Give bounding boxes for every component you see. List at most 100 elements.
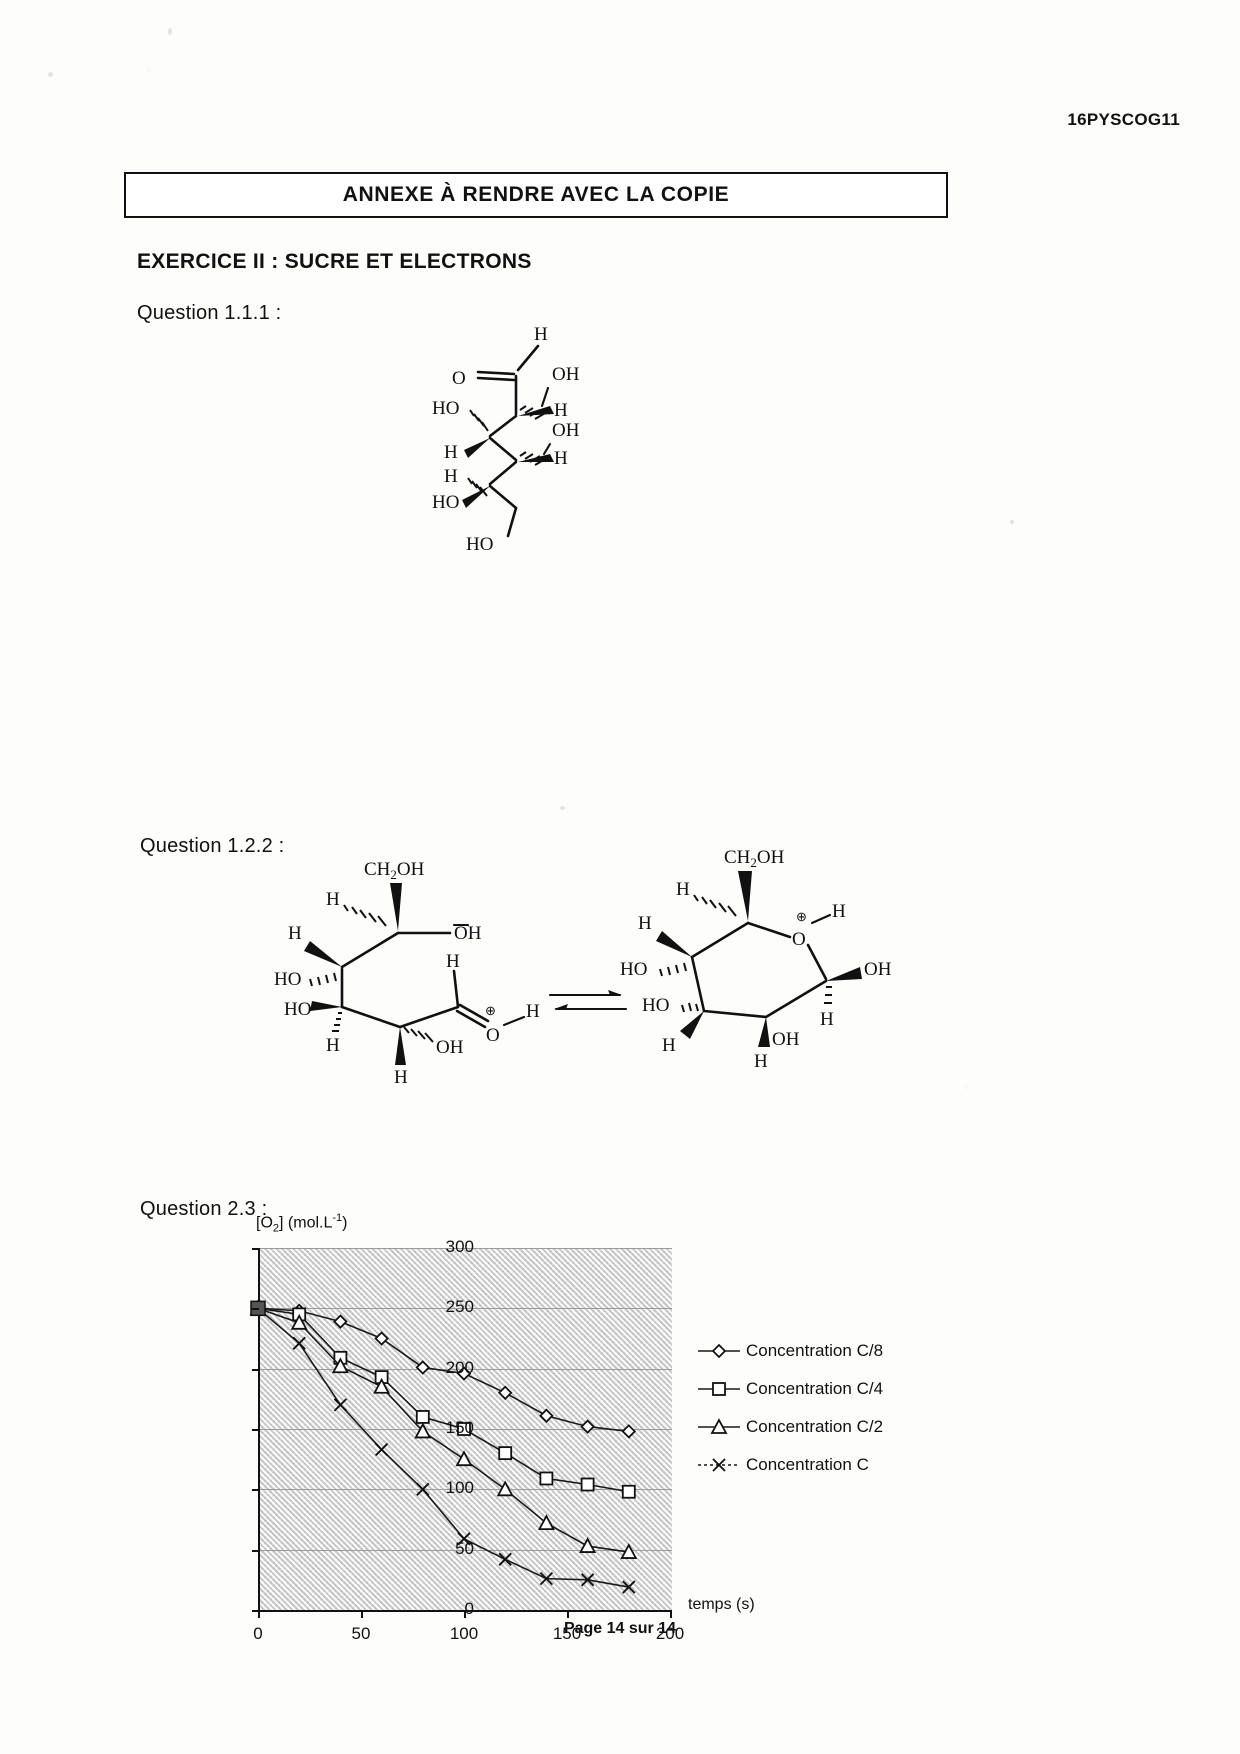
legend-label: Concentration C/2 [746, 1417, 884, 1436]
question-label-2-3: Question 2.3 : [140, 1198, 268, 1220]
wedge-bond-h-r3 [680, 1011, 704, 1039]
exercise-title: EXERCICE II : SUCRE ET ELECTRONS [137, 250, 532, 273]
atom-label-h-3: H [554, 448, 568, 469]
molecule-pyranose-ring-protonated: CH2OH H O ⊕ H H HO [620, 845, 900, 1085]
charge-plus-ring-icon: ⊕ [796, 909, 807, 924]
atom-label-ho-1: HO [432, 398, 459, 419]
hash-bond-h-r5 [824, 986, 832, 1004]
wedge-bond-oh-r2 [826, 967, 862, 981]
oxygen-concentration-chart: [O2] (mol.L-1) temps (s) Concentration C… [196, 1212, 956, 1660]
wedge-bond-h-b [304, 941, 342, 967]
atom-label-oh-r2: OH [864, 959, 892, 980]
scan-speck [560, 806, 565, 810]
chart-x-tick-label: 200 [655, 1624, 685, 1643]
wedge-bond-h-d [395, 1027, 406, 1065]
chart-x-tick-mark [567, 1610, 569, 1618]
wedge-bond-ho-2 [462, 486, 490, 508]
atom-label-h-d: H [394, 1067, 408, 1088]
wedge-bond-h-3 [518, 454, 554, 462]
legend-item[interactable]: Concentration C/4 [696, 1370, 966, 1408]
chart-y-tick-mark [252, 1549, 259, 1552]
chart-y-tick-mark [252, 1610, 259, 1612]
molecule-open-chain-protonated: CH2OH H OH H HO [274, 855, 540, 1088]
legend-item[interactable]: Concentration C/8 [696, 1332, 966, 1370]
chart-x-tick-label: 0 [253, 1624, 263, 1643]
chart-x-tick-mark [464, 1610, 466, 1618]
atom-label-h-2: H [444, 442, 458, 463]
wedge-bond-ch2oh [390, 883, 402, 931]
legend-marker-diamond-icon [696, 1339, 742, 1363]
atom-label-h-oplus-r: H [832, 901, 846, 922]
chart-y-tick-mark [252, 1368, 259, 1371]
atom-label-ho-2: HO [432, 492, 459, 513]
chart-x-tick-mark [361, 1610, 363, 1618]
atom-label-ho-b: HO [284, 999, 311, 1020]
page-footer: Page 14 sur 14 [563, 1620, 677, 1637]
legend-item[interactable]: Concentration C [696, 1446, 966, 1484]
chart-x-tick-label: 50 [351, 1624, 371, 1643]
document-code: 16PYSCOG11 [1067, 110, 1180, 129]
legend-label: Concentration C/4 [746, 1379, 884, 1398]
chart-y-tick-mark [252, 1248, 259, 1250]
chart-x-tick-mark [258, 1610, 260, 1618]
scan-speck [168, 28, 172, 35]
hash-bond-h-4 [467, 477, 488, 497]
atom-label-h-r5: H [820, 1009, 834, 1030]
annexe-banner: ANNEXE À RENDRE AVEC LA COPIE [124, 172, 948, 218]
atom-label-oh-r1: OH [772, 1029, 800, 1050]
y-title-sub: 2 [272, 1222, 280, 1235]
chart-y-tick-mark [252, 1429, 259, 1431]
chart-y-tick-label: 0 [464, 1599, 474, 1618]
chart-y-axis-title: [O2] (mol.L-1) [256, 1212, 347, 1235]
atom-label-h-ald: H [446, 951, 460, 972]
atom-label-h: H [534, 324, 548, 345]
y-title-part1: [O [256, 1214, 273, 1232]
chart-x-axis-title: temps (s) [688, 1596, 755, 1613]
chart-x-tick-label: 150 [552, 1624, 582, 1643]
atom-label-oh-1: OH [552, 364, 580, 385]
molecule-fischer-projection: H O OH H HO [430, 318, 660, 568]
atom-label-h-r1: H [676, 879, 690, 900]
wedge-bond-h-r4 [758, 1017, 770, 1047]
wedge-bond-h-2 [464, 438, 490, 458]
y-title-sup: -1 [332, 1212, 343, 1224]
chart-y-tick-label: 200 [445, 1357, 474, 1377]
charge-plus-icon: ⊕ [485, 1003, 496, 1018]
hash-bond-ho-1 [469, 409, 489, 432]
chart-y-tick-label: 250 [445, 1297, 474, 1317]
legend-item[interactable]: Concentration C/2 [696, 1408, 966, 1446]
hash-bond-oh-b [403, 1026, 434, 1043]
legend-label: Concentration C [746, 1455, 869, 1474]
atom-label-h-oplus: H [526, 1001, 540, 1022]
legend-marker-triangle-icon [696, 1415, 742, 1439]
y-title-part2: ] (mol.L [279, 1214, 333, 1232]
legend-marker-cross-icon [696, 1453, 742, 1477]
atom-label-h-c: H [326, 1035, 340, 1056]
atom-label-ho-r2: HO [642, 995, 669, 1016]
legend-label: Concentration C/8 [746, 1341, 884, 1360]
atom-label-ring-oxygen: O [792, 929, 806, 950]
wedge-bond-h-r2 [656, 931, 692, 957]
chart-y-tick-label: 100 [445, 1478, 474, 1498]
atom-label-ch2oh-r: CH2OH [724, 847, 785, 870]
y-title-part3: ) [342, 1214, 348, 1232]
atom-label-h-b: H [288, 923, 302, 944]
chart-y-tick-mark [252, 1308, 259, 1311]
equilibrium-arrows-icon [548, 985, 628, 1025]
legend-marker-square-icon [696, 1377, 742, 1401]
atom-label-h-1: H [554, 400, 568, 421]
chart-y-tick-mark [252, 1489, 259, 1492]
hash-bond-h-a [343, 904, 387, 927]
hash-bond-ho-r2 [681, 1002, 699, 1013]
scan-speck [48, 72, 53, 77]
question-label-1-2-2: Question 1.2.2 : [140, 835, 285, 857]
chart-x-tick-label: 100 [449, 1624, 479, 1643]
atom-label-o-plus: O [486, 1025, 500, 1046]
atom-label-ho-r1: HO [620, 959, 647, 980]
question-label-1-1-1: Question 1.1.1 : [137, 302, 282, 324]
hash-bond-ho-r1 [659, 962, 687, 977]
wedge-bond-h-1 [518, 406, 554, 416]
chart-legend: Concentration C/8 Concentration C/4 Concen… [696, 1332, 966, 1484]
atom-label-oh-b: OH [436, 1037, 464, 1058]
